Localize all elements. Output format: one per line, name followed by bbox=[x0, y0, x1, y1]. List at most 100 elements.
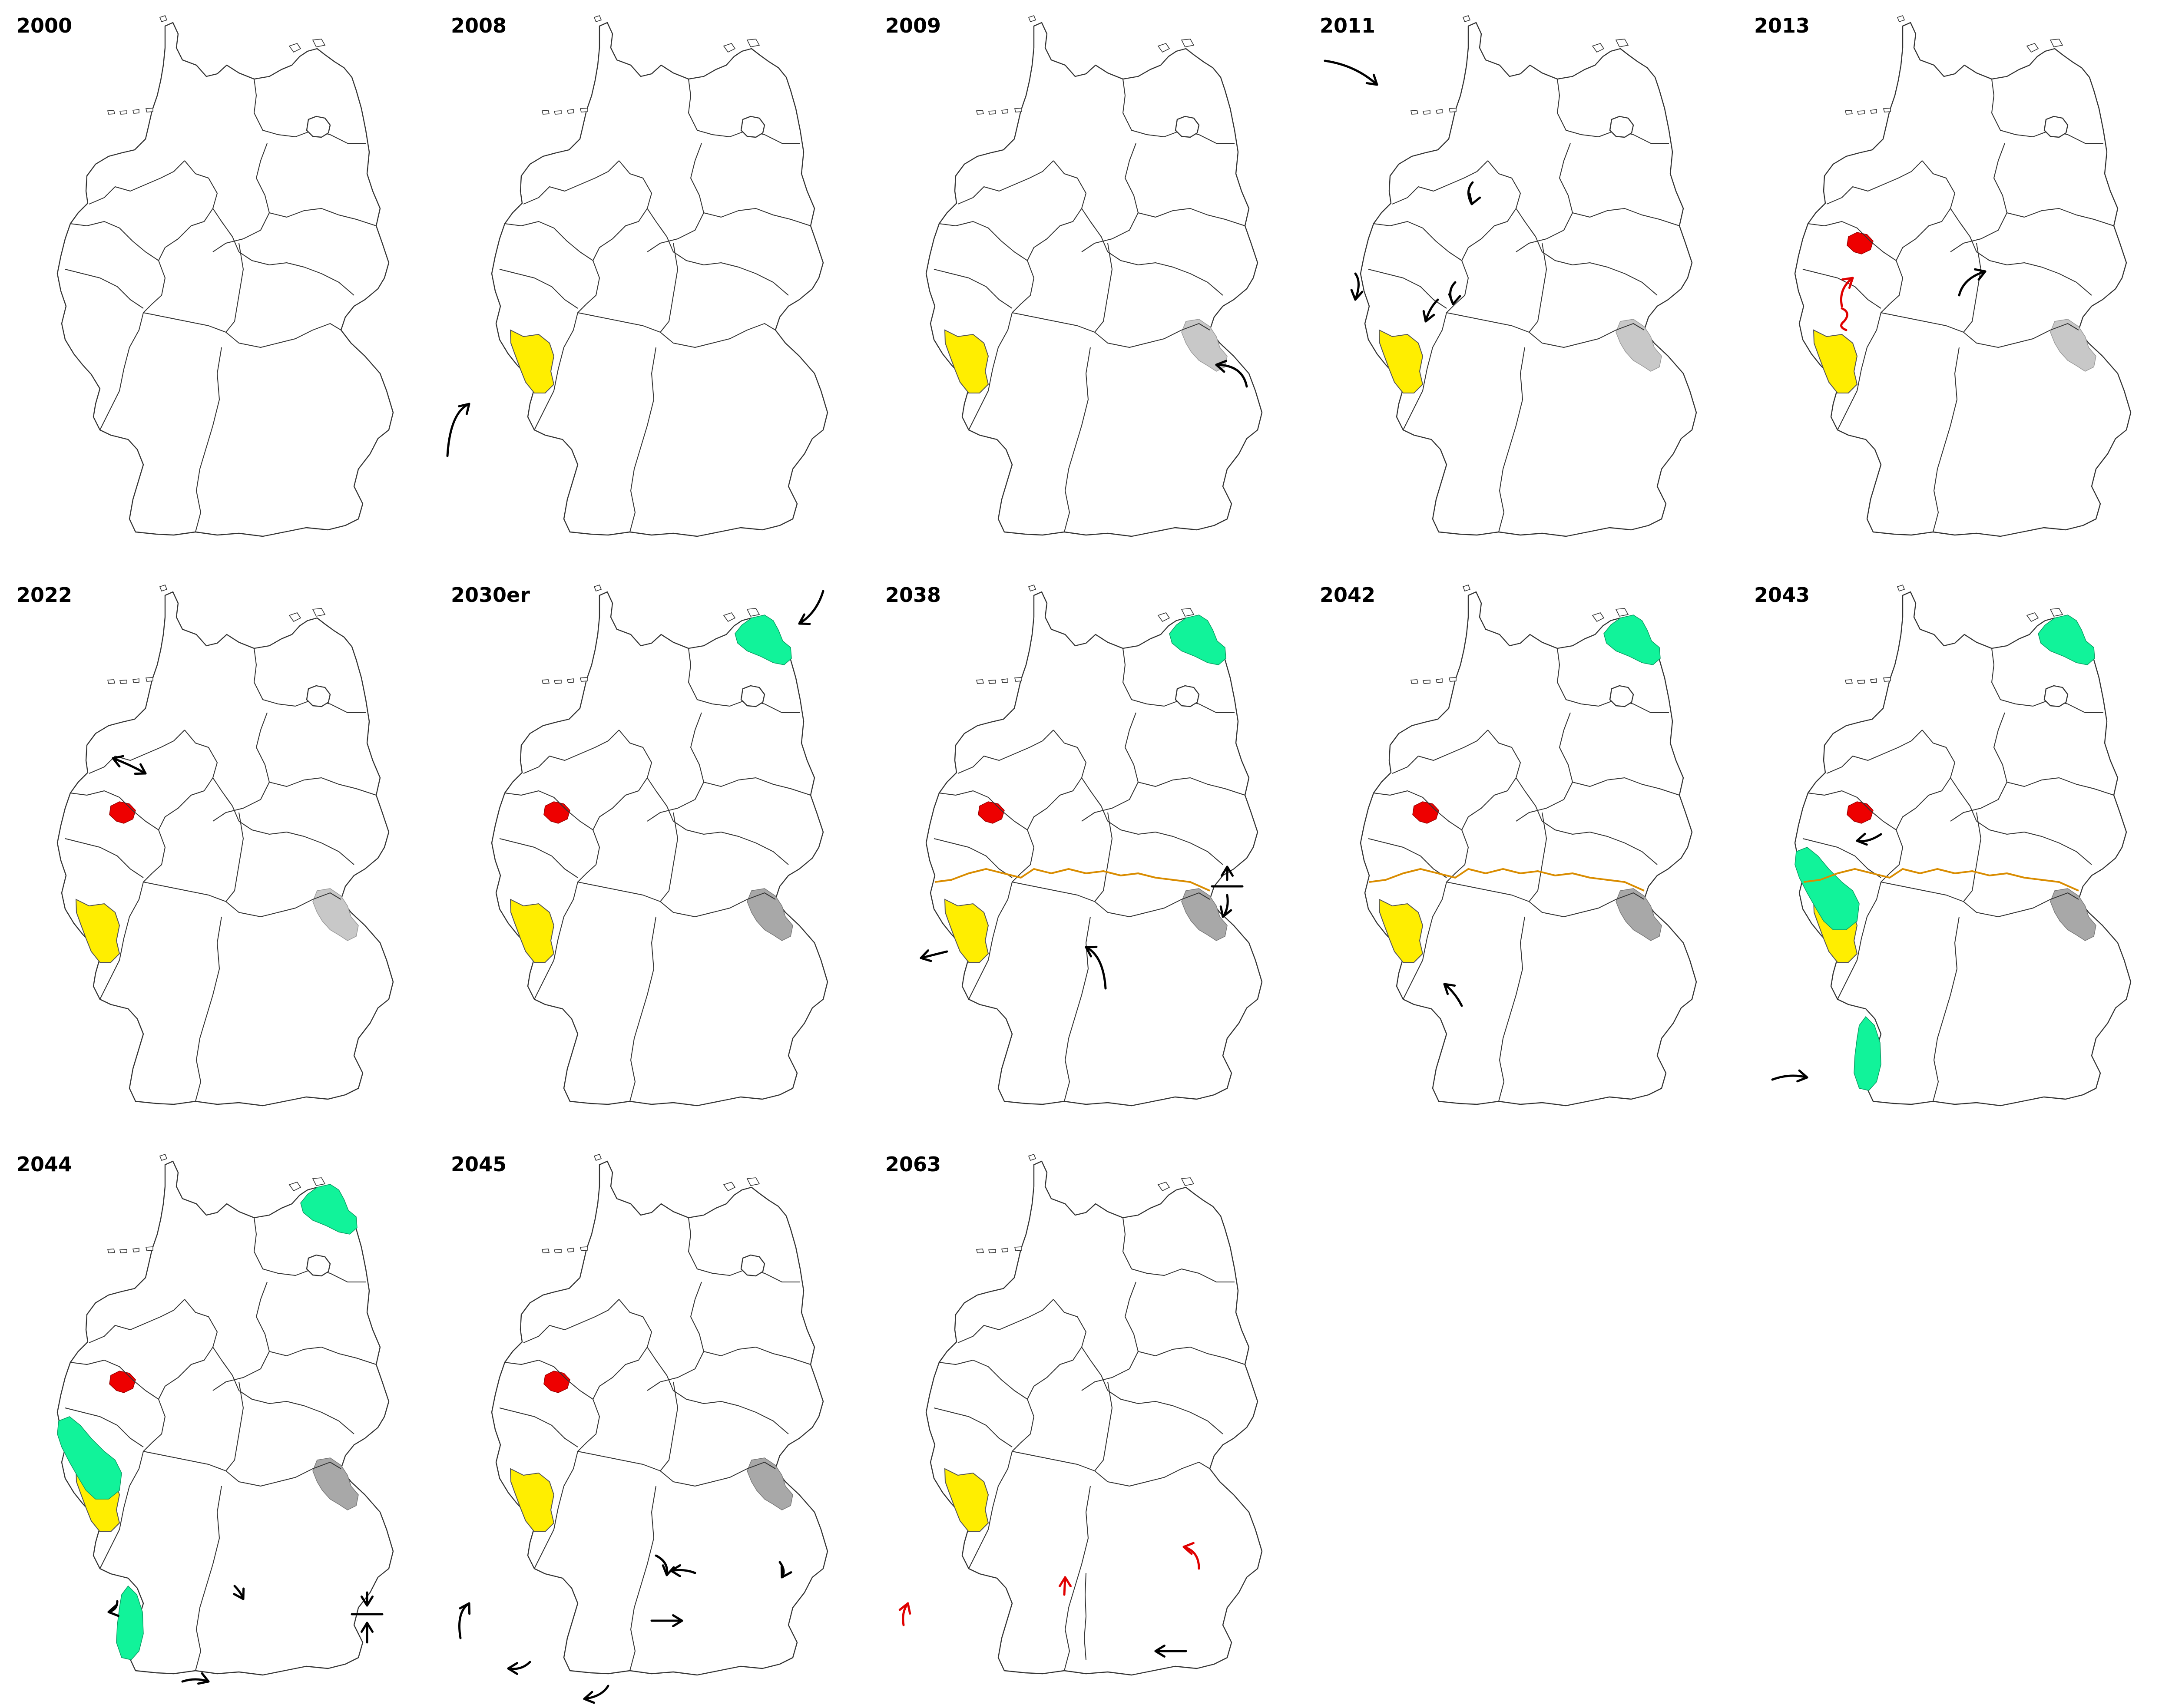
berlin-outline bbox=[1175, 116, 1200, 138]
state-border bbox=[254, 1217, 366, 1282]
state-border bbox=[225, 243, 244, 333]
state-border bbox=[1392, 160, 1488, 205]
island bbox=[107, 679, 116, 684]
state-border bbox=[1403, 260, 1469, 430]
state-border bbox=[65, 1407, 144, 1447]
green-region-northeast bbox=[2038, 614, 2095, 665]
state-border bbox=[1027, 1299, 1086, 1400]
state-border bbox=[1976, 251, 2092, 296]
island bbox=[1857, 110, 1865, 115]
state-border bbox=[238, 821, 354, 865]
island bbox=[159, 15, 168, 22]
island bbox=[566, 1248, 574, 1252]
state-border bbox=[1107, 1390, 1223, 1434]
state-border bbox=[1881, 882, 2079, 917]
state-border bbox=[1963, 812, 1981, 902]
island bbox=[746, 608, 760, 617]
island bbox=[566, 678, 574, 683]
state-border bbox=[1027, 160, 1086, 261]
state-border bbox=[1081, 208, 1108, 252]
state-border bbox=[1012, 882, 1210, 917]
arrow-icon bbox=[446, 403, 470, 457]
arrow-head-icon bbox=[1182, 1542, 1195, 1555]
state-border bbox=[195, 347, 222, 532]
island bbox=[1883, 108, 1891, 112]
island bbox=[579, 108, 588, 112]
island bbox=[119, 1249, 127, 1253]
island bbox=[159, 1154, 168, 1161]
state-border bbox=[629, 347, 656, 532]
state-border bbox=[65, 838, 144, 878]
state-border bbox=[89, 730, 185, 774]
year-label: 2042 bbox=[1320, 583, 1376, 607]
island bbox=[566, 109, 574, 114]
island bbox=[2026, 43, 2039, 53]
germany-map bbox=[56, 585, 394, 1107]
state-border bbox=[1516, 208, 1543, 252]
island bbox=[1857, 680, 1865, 684]
state-border bbox=[577, 312, 776, 348]
state-border bbox=[1122, 648, 1235, 713]
arrow-head-icon bbox=[1058, 1576, 1072, 1587]
yellow-region bbox=[1378, 329, 1424, 393]
state-border bbox=[1826, 730, 1923, 774]
island bbox=[593, 585, 602, 591]
berlin-outline bbox=[1175, 685, 1200, 707]
island bbox=[1014, 677, 1022, 682]
arrow-icon bbox=[1324, 59, 1378, 86]
island bbox=[1410, 110, 1419, 115]
arrow-icon bbox=[670, 1564, 696, 1578]
yellow-region bbox=[1813, 329, 1858, 393]
state-border bbox=[1446, 882, 1645, 917]
arrow-head-icon bbox=[1856, 833, 1868, 846]
berlin-outline bbox=[1609, 685, 1634, 707]
year-label: 2063 bbox=[885, 1153, 941, 1176]
state-border bbox=[1808, 221, 1897, 261]
map-panel: 2011 bbox=[1303, 0, 1738, 569]
island bbox=[1028, 1154, 1036, 1161]
arrow-icon bbox=[1215, 360, 1248, 388]
island bbox=[746, 39, 760, 47]
state-border bbox=[688, 648, 800, 713]
red-arrow-icon bbox=[1182, 1542, 1200, 1570]
state-border bbox=[577, 882, 776, 917]
year-label: 2044 bbox=[17, 1153, 73, 1176]
arrow-head-icon bbox=[360, 1596, 374, 1607]
red-arrow-icon bbox=[1840, 277, 1854, 307]
year-label: 2009 bbox=[885, 14, 941, 37]
state-border bbox=[939, 1360, 1028, 1400]
island bbox=[312, 39, 326, 47]
arrow-icon bbox=[1219, 894, 1232, 918]
arrow-head-icon bbox=[583, 1691, 595, 1704]
germany-map bbox=[446, 15, 828, 537]
map-panel: 2000 bbox=[0, 0, 434, 569]
state-border bbox=[1837, 829, 1903, 1000]
arrow-icon bbox=[1220, 866, 1234, 881]
country-outline bbox=[925, 591, 1263, 1107]
grey-region bbox=[1616, 319, 1662, 372]
island bbox=[145, 677, 153, 682]
state-border bbox=[1826, 160, 1923, 205]
state-border bbox=[1094, 1381, 1112, 1471]
state-border bbox=[1572, 777, 1680, 796]
state-border bbox=[1012, 1451, 1210, 1487]
state-border bbox=[1950, 777, 1977, 822]
state-border bbox=[1557, 79, 1669, 144]
state-border bbox=[225, 1381, 244, 1471]
arrow-head-icon bbox=[1365, 73, 1378, 86]
state-border bbox=[647, 1347, 674, 1391]
berlin-outline bbox=[740, 685, 765, 707]
state-border bbox=[1138, 777, 1245, 796]
arrow-icon bbox=[107, 1600, 119, 1617]
arrow-icon bbox=[181, 1672, 210, 1685]
state-border bbox=[143, 312, 341, 348]
state-border bbox=[1991, 79, 2103, 144]
island bbox=[1897, 15, 1905, 22]
grey-region bbox=[1616, 888, 1662, 941]
state-border bbox=[629, 916, 656, 1102]
state-border bbox=[1557, 648, 1669, 713]
yellow-region bbox=[510, 329, 555, 393]
state-border bbox=[89, 160, 185, 205]
island bbox=[1844, 679, 1853, 684]
island bbox=[1592, 43, 1605, 53]
